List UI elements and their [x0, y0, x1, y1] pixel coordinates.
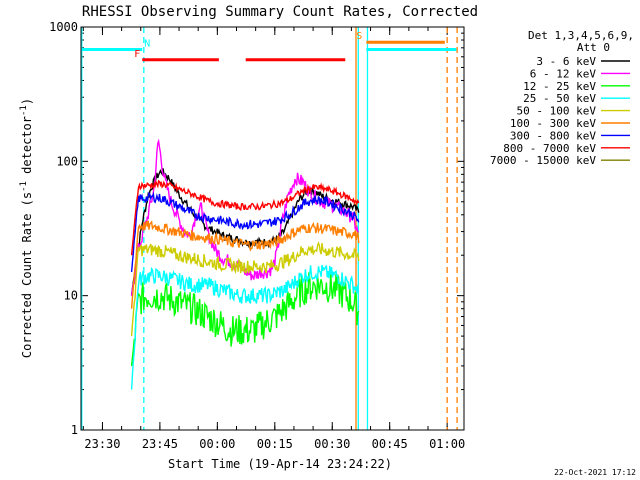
flag-label: N	[144, 38, 150, 49]
legend-label: 3 - 6 keV	[536, 55, 596, 68]
x-tick-label: 00:30	[314, 437, 350, 451]
legend-label: 25 - 50 keV	[523, 92, 596, 105]
y-tick-label: 1	[71, 423, 78, 437]
legend-label: 100 - 300 keV	[510, 117, 596, 130]
y-axis-label: Corrected Count Rate (s-1 detector-1)	[19, 98, 34, 358]
x-tick-label: 23:45	[142, 437, 178, 451]
legend-header-line2: Att 0	[577, 41, 610, 54]
legend-label: 50 - 100 keV	[517, 105, 597, 118]
y-tick-label: 1000	[49, 20, 78, 34]
x-tick-label: 23:30	[84, 437, 120, 451]
legend-label: 6 - 12 keV	[530, 67, 597, 80]
footer-date: 22-Oct-2021 17:12	[554, 468, 636, 477]
x-tick-label: 00:00	[199, 437, 235, 451]
flag-label: S	[356, 31, 362, 42]
series-line	[130, 272, 360, 366]
series-line	[130, 191, 360, 273]
y-tick-label: 100	[56, 154, 78, 168]
series-line	[130, 264, 360, 390]
axis-ticks: 1 10 100 1000 23:30 23:45 00:00 00:15 00:30 00:45…	[49, 20, 465, 451]
x-tick-label: 01:00	[429, 437, 465, 451]
series-line	[130, 220, 360, 309]
legend-label: 800 - 7000 keV	[503, 142, 596, 155]
y-tick-label: 10	[64, 289, 78, 303]
x-tick-label: 00:15	[257, 437, 293, 451]
series-line	[130, 179, 360, 256]
legend-label: 300 - 800 keV	[510, 129, 596, 142]
series-line	[130, 168, 360, 296]
legend-header-line1: Det 1,3,4,5,6,9,	[528, 29, 634, 42]
chart-title: RHESSI Observing Summary Count Rates, Co…	[82, 4, 478, 20]
legend-label: 7000 - 15000 keV	[490, 154, 596, 167]
flag-bars: NF S	[81, 31, 457, 62]
plot-frame	[80, 26, 465, 431]
legend-label: 12 - 25 keV	[523, 80, 596, 93]
flag-label: F	[134, 49, 140, 60]
vertical-markers	[81, 27, 458, 430]
x-axis-label: Start Time (19-Apr-14 23:24:22)	[168, 457, 392, 471]
series-line	[130, 241, 360, 337]
x-tick-label: 00:45	[372, 437, 408, 451]
series-layer	[130, 138, 360, 390]
